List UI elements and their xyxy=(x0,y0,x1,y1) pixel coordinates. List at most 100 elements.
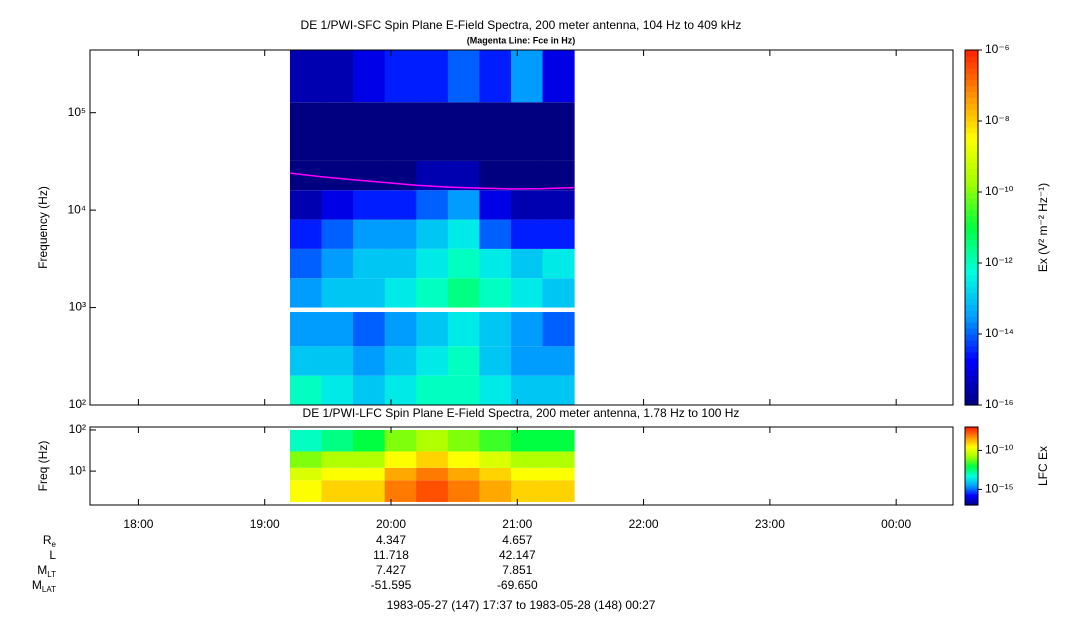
spectrogram-cell xyxy=(416,451,449,468)
colorbar-swatch xyxy=(965,502,978,505)
colorbar-swatch xyxy=(965,345,978,353)
spectrogram-cell xyxy=(542,312,575,347)
colorbar-swatch xyxy=(965,162,978,169)
spectrogram-cell xyxy=(416,278,449,308)
spectrogram-cell xyxy=(384,190,417,220)
spectrogram-cell xyxy=(289,346,323,376)
fce-line xyxy=(289,172,575,190)
colorbar-swatch xyxy=(965,55,978,63)
spectrogram-cell xyxy=(542,102,575,161)
spectrogram-cell xyxy=(353,190,386,220)
colorbar-swatch xyxy=(965,432,978,435)
colorbar-swatch xyxy=(965,97,978,104)
spectrogram-cell xyxy=(447,190,480,220)
colorbar-swatch xyxy=(965,447,978,450)
colorbar-swatch xyxy=(965,50,978,57)
colorbar-swatch xyxy=(965,430,978,433)
colorbar-swatch xyxy=(965,490,978,493)
colorbar-swatch xyxy=(965,476,978,479)
colorbar-swatch xyxy=(965,304,978,311)
colorbar-swatch xyxy=(965,501,978,503)
colorbar-swatch xyxy=(965,174,978,181)
colorbar-swatch xyxy=(965,215,978,223)
colorbar-swatch xyxy=(965,456,978,459)
spectrogram-cell xyxy=(353,248,386,279)
ephemeris-label: Re xyxy=(43,533,57,549)
spectrogram-cell xyxy=(447,50,480,103)
ephemeris-label: L xyxy=(49,548,56,562)
chart-title: DE 1/PWI-LFC Spin Plane E-Field Spectra,… xyxy=(303,406,740,420)
spectrogram-cell xyxy=(384,50,417,103)
x-tick-label: 22:00 xyxy=(629,517,659,531)
y-tick-label: 10² xyxy=(69,422,86,436)
colorbar-swatch xyxy=(965,438,978,441)
colorbar-swatch xyxy=(965,186,978,193)
colorbar-swatch xyxy=(965,363,978,371)
colorbar-swatch xyxy=(965,233,978,240)
x-tick-label: 00:00 xyxy=(881,517,911,531)
colorbar-swatch xyxy=(965,227,978,235)
colorbar-swatch xyxy=(965,322,978,329)
colorbar-swatch xyxy=(965,274,978,282)
colorbar-swatch xyxy=(965,498,978,501)
colorbar-swatch xyxy=(965,192,978,199)
colorbar-swatch xyxy=(965,298,978,306)
spectrogram-cell xyxy=(321,160,354,191)
colorbar-swatch xyxy=(965,471,978,474)
spectrogram-cell xyxy=(479,480,512,502)
colorbar-swatch xyxy=(965,443,978,446)
spectrogram-cell xyxy=(289,102,323,161)
spectrogram-cell xyxy=(416,50,449,103)
spectrogram-cell xyxy=(384,375,417,405)
spectrogram-cell xyxy=(353,429,386,452)
colorbar-swatch xyxy=(965,481,978,484)
colorbar-swatch xyxy=(965,441,978,444)
colorbar-swatch xyxy=(965,454,978,457)
y-axis-label: Freq (Hz) xyxy=(36,441,50,492)
spectrogram-cell xyxy=(289,248,323,279)
colorbar-swatch xyxy=(965,472,978,475)
ephemeris-value: 7.851 xyxy=(502,563,532,577)
spectrogram-cell xyxy=(479,346,512,376)
spectrogram-cell xyxy=(321,346,354,376)
colorbar-swatch xyxy=(965,375,978,382)
spectrogram-cell xyxy=(447,248,480,279)
ephemeris-label-text: L xyxy=(49,548,56,562)
colorbar-swatch xyxy=(965,316,978,323)
spectrogram-cell xyxy=(353,375,386,405)
colorbar-swatch xyxy=(965,251,978,258)
chart-title: DE 1/PWI-SFC Spin Plane E-Field Spectra,… xyxy=(301,18,742,32)
ephemeris-label-text: M xyxy=(37,563,47,577)
colorbar-swatch xyxy=(965,489,978,492)
spectrogram-cell xyxy=(542,480,575,502)
spectrogram-cell xyxy=(321,375,354,405)
colorbar-swatch xyxy=(965,286,978,294)
colorbar-swatch xyxy=(965,450,978,453)
colorbar-swatch xyxy=(965,485,978,488)
spectrogram-cell xyxy=(479,219,512,249)
ephemeris-value: -69.650 xyxy=(497,578,538,592)
colorbar-swatch xyxy=(965,453,978,455)
spectrogram-cell xyxy=(510,219,544,249)
spectrogram-cell xyxy=(416,219,449,249)
spectrogram-cell xyxy=(479,467,512,481)
colorbar-frame xyxy=(964,49,979,406)
colorbar-swatch xyxy=(965,488,978,490)
spectrogram-cell xyxy=(479,451,512,468)
spectrogram-cell xyxy=(353,278,386,308)
spectrogram-cell xyxy=(321,248,354,279)
colorbar-swatch xyxy=(965,85,978,93)
spectrogram-cell xyxy=(353,50,386,103)
spectrogram-cell xyxy=(416,375,449,405)
colorbar-swatch xyxy=(965,144,978,152)
colorbar-tick-label: 10⁻⁶ xyxy=(985,42,1010,56)
x-tick-label: 20:00 xyxy=(376,517,406,531)
spectrogram-cell xyxy=(510,190,544,220)
colorbar-swatch xyxy=(965,475,978,477)
colorbar-tick-label: 10⁻¹⁰ xyxy=(985,443,1014,457)
spectrogram-cell xyxy=(384,312,417,347)
ephemeris-label-sub: LT xyxy=(47,570,56,579)
ephemeris-label-sub: LAT xyxy=(42,585,56,594)
colorbar-swatch xyxy=(965,339,978,347)
colorbar-swatch xyxy=(965,387,978,394)
